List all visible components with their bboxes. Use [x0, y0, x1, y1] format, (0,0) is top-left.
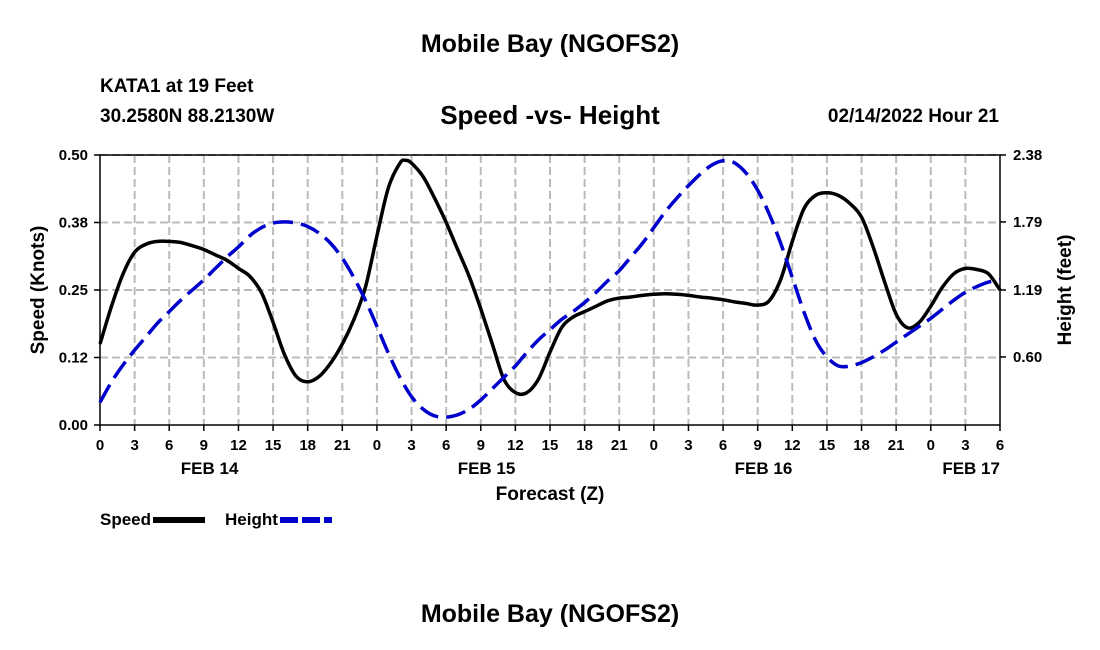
x-tick-label: 0	[927, 437, 935, 454]
chart-title: Mobile Bay (NGOFS2)	[420, 30, 680, 58]
x-tick-label: 9	[477, 437, 485, 454]
x-tick-label: 3	[407, 437, 415, 454]
x-tick-label: 3	[684, 437, 692, 454]
y-right-tick-label: 1.79	[1013, 214, 1042, 231]
x-tick-label: 21	[888, 437, 905, 454]
x-tick-label: 6	[719, 437, 727, 454]
x-tick-label: 15	[265, 437, 282, 454]
x-tick-label: 3	[961, 437, 969, 454]
chart-legend: Speed Height	[100, 508, 352, 532]
x-tick-label: 9	[200, 437, 208, 454]
speed-height-chart: 0 3 6 9 12 15 18 21 0 3 6 9 12 15 18 21 0 3 6 9 12 15 18 21 0 3 6F…	[28, 147, 1076, 505]
x-tick-label: 21	[334, 437, 351, 454]
x-tick-label: 12	[784, 437, 801, 454]
x-tick-label: 15	[819, 437, 836, 454]
y-right-tick-label: 2.38	[1013, 147, 1042, 164]
x-tick-label: 18	[299, 437, 316, 454]
forecast-date: 02/14/2022 Hour 21	[827, 106, 999, 127]
x-tick-label: 0	[650, 437, 658, 454]
x-date-label: FEB 16	[735, 459, 793, 478]
chart-subtitle: Speed -vs- Height	[440, 100, 660, 130]
x-tick-label: 6	[165, 437, 173, 454]
y-left-tick-label: 0.25	[59, 282, 88, 299]
x-date-label: FEB 14	[181, 459, 239, 478]
y-left-tick-label: 0.50	[59, 147, 88, 164]
legend-swatch-speed	[153, 517, 206, 523]
x-tick-label: 18	[853, 437, 870, 454]
station-coordinates: 30.2580N 88.2130W	[100, 106, 275, 127]
y-right-axis-title: Height (feet)	[1055, 235, 1076, 346]
legend-label-speed: Speed	[100, 510, 152, 529]
x-date-label: FEB 15	[458, 459, 516, 478]
legend-item-speed: Speed	[100, 510, 206, 530]
x-tick-label: 0	[373, 437, 381, 454]
x-tick-label: 21	[611, 437, 628, 454]
x-tick-label: 6	[442, 437, 450, 454]
legend-label-height: Height	[225, 510, 278, 529]
x-tick-label: 6	[996, 437, 1004, 454]
x-tick-label: 0	[96, 437, 104, 454]
y-right-tick-label: 0.60	[1013, 349, 1042, 366]
y-left-tick-label: 0.38	[59, 215, 88, 232]
x-tick-label: 12	[230, 437, 247, 454]
y-left-tick-label: 0.00	[59, 417, 88, 434]
legend-item-height: Height	[225, 510, 332, 530]
station-name: KATA1 at 19 Feet	[100, 76, 254, 97]
x-tick-label: 18	[576, 437, 593, 454]
legend-swatch-height	[279, 517, 332, 523]
series-line-speed	[98, 158, 1002, 397]
x-axis-title: Forecast (Z)	[496, 484, 605, 505]
x-date-label: FEB 17	[942, 459, 1000, 478]
x-tick-label: 12	[507, 437, 524, 454]
y-left-axis-title: Speed (Knots)	[28, 226, 49, 355]
y-right-tick-label: 1.19	[1013, 282, 1042, 299]
x-tick-label: 15	[542, 437, 559, 454]
x-tick-label: 3	[130, 437, 138, 454]
footer-title: Mobile Bay (NGOFS2)	[420, 600, 680, 628]
series-line-height	[98, 158, 1001, 419]
x-tick-label: 9	[754, 437, 762, 454]
y-left-tick-label: 0.12	[59, 350, 88, 367]
